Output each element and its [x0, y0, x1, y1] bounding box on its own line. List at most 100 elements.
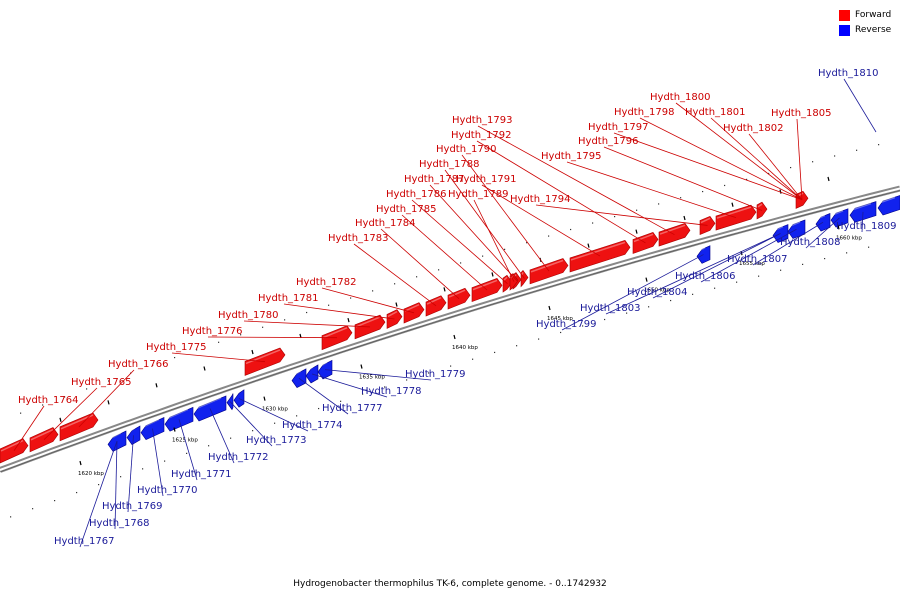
gene-label: Hydth_1799 — [536, 319, 597, 330]
label-reverse[interactable]: Hydth_1799 — [536, 254, 704, 331]
gene-forward[interactable] — [569, 240, 631, 273]
label-forward[interactable]: Hydth_1783 — [328, 233, 437, 307]
gene-label: Hydth_1764 — [18, 395, 79, 406]
guide-dot — [856, 149, 858, 151]
gene-forward[interactable] — [471, 278, 503, 303]
label-reverse[interactable]: Hydth_1777 — [298, 377, 383, 415]
gene-forward[interactable] — [403, 302, 425, 324]
label-forward[interactable]: Hydth_1800 — [650, 92, 803, 201]
gene-forward[interactable] — [756, 201, 768, 220]
label-reverse[interactable]: Hydth_1767 — [54, 441, 118, 548]
label-reverse[interactable]: Hydth_1774 — [238, 398, 343, 432]
gene-highlight — [831, 210, 844, 216]
label-forward[interactable]: Hydth_1793 — [452, 115, 675, 236]
gene-forward[interactable] — [529, 258, 569, 285]
gene-forward[interactable] — [425, 295, 447, 317]
legend-forward-swatch — [839, 10, 850, 21]
label-reverse[interactable]: Hydth_1779 — [324, 369, 466, 381]
gene-body — [425, 295, 447, 317]
label-reverse[interactable]: Hydth_1804 — [627, 233, 781, 299]
minor-tick — [203, 366, 206, 371]
gene-forward[interactable] — [386, 309, 403, 329]
label-forward[interactable]: Hydth_1785 — [376, 204, 488, 291]
guide-dot — [824, 257, 826, 260]
gene-body — [386, 309, 403, 329]
label-forward[interactable]: Hydth_1786 — [386, 189, 508, 285]
label-forward[interactable]: Hydth_1805 — [771, 108, 832, 200]
guide-dot — [340, 400, 342, 402]
gene-body — [877, 195, 900, 216]
label-forward[interactable]: Hydth_1795 — [541, 151, 737, 218]
guide-dot — [296, 415, 298, 417]
label-forward[interactable]: Hydth_1775 — [146, 342, 266, 363]
label-reverse[interactable]: Hydth_1773 — [229, 401, 307, 447]
minor-tick — [347, 317, 350, 323]
label-forward[interactable]: Hydth_1784 — [355, 218, 460, 299]
label-forward[interactable]: Hydth_1791 — [456, 174, 601, 257]
label-reverse[interactable]: Hydth_1768 — [89, 441, 150, 530]
label-forward[interactable]: Hydth_1801 — [685, 107, 803, 201]
leader-line — [675, 102, 803, 201]
label-reverse[interactable]: Hydth_1806 — [675, 228, 797, 283]
gene-forward[interactable] — [658, 222, 691, 247]
label-forward[interactable]: Hydth_1766 — [78, 359, 169, 428]
gene-highlight — [716, 206, 752, 219]
label-forward[interactable]: Hydth_1796 — [578, 136, 763, 211]
label-reverse[interactable]: Hydth_1803 — [580, 233, 781, 315]
label-reverse[interactable]: Hydth_1770 — [137, 428, 198, 497]
gene-label: Hydth_1770 — [137, 485, 198, 496]
gene-forward[interactable] — [520, 270, 529, 288]
gene-reverse[interactable] — [877, 195, 900, 216]
label-forward[interactable]: Hydth_1780 — [218, 310, 371, 328]
label-forward[interactable]: Hydth_1788 — [419, 159, 525, 279]
leader-line — [127, 435, 134, 513]
minor-tick — [491, 272, 494, 277]
label-forward[interactable]: Hydth_1764 — [13, 395, 79, 451]
gene-forward[interactable] — [244, 347, 286, 376]
label-reverse[interactable]: Hydth_1772 — [208, 408, 269, 464]
label-reverse[interactable]: Hydth_1809 — [836, 211, 897, 233]
gene-forward[interactable] — [699, 215, 716, 235]
gene-label: Hydth_1808 — [780, 237, 841, 248]
guide-dot — [42, 404, 44, 406]
label-reverse[interactable]: Hydth_1778 — [311, 373, 422, 398]
label-forward[interactable]: Hydth_1794 — [510, 194, 708, 226]
leader-line — [444, 169, 525, 279]
gene-label: Hydth_1804 — [627, 287, 688, 298]
gene-body — [244, 347, 286, 376]
label-forward[interactable]: Hydth_1790 — [436, 144, 550, 272]
label-forward[interactable]: Hydth_1792 — [451, 130, 646, 244]
label-forward[interactable]: Hydth_1789 — [448, 189, 515, 282]
label-forward[interactable]: Hydth_1776 — [182, 326, 338, 339]
gene-forward[interactable] — [29, 427, 59, 453]
backbone-outer — [0, 185, 900, 473]
label-reverse[interactable]: Hydth_1810 — [818, 68, 879, 133]
gene-forward[interactable] — [321, 325, 353, 351]
leader-line — [652, 233, 781, 299]
label-reverse[interactable]: Hydth_1771 — [171, 419, 232, 481]
legend-reverse-swatch — [839, 25, 850, 36]
label-forward[interactable]: Hydth_1782 — [296, 277, 415, 314]
gene-highlight — [165, 408, 189, 420]
gene-label: Hydth_1789 — [448, 189, 509, 200]
label-forward[interactable]: Hydth_1797 — [588, 122, 803, 201]
guide-dot — [10, 516, 12, 518]
gene-label: Hydth_1769 — [102, 501, 163, 512]
guide-dot — [834, 155, 836, 157]
gene-label: Hydth_1805 — [771, 108, 832, 119]
gene-forward[interactable] — [632, 231, 659, 254]
tick-mark — [360, 364, 363, 369]
label-reverse[interactable]: Hydth_1807 — [727, 221, 824, 266]
label-reverse[interactable]: Hydth_1808 — [780, 217, 841, 249]
label-forward[interactable]: Hydth_1798 — [614, 107, 803, 201]
label-reverse[interactable]: Hydth_1769 — [102, 435, 163, 513]
guide-dot — [570, 228, 572, 231]
label-forward[interactable]: Hydth_1781 — [258, 293, 395, 320]
label-forward[interactable]: Hydth_1765 — [43, 377, 132, 440]
gene-forward[interactable] — [59, 412, 99, 442]
gene-label: Hydth_1803 — [580, 303, 641, 314]
gene-body — [403, 302, 425, 324]
label-forward[interactable]: Hydth_1787 — [404, 174, 518, 282]
gene-forward[interactable] — [715, 204, 757, 231]
label-forward[interactable]: Hydth_1802 — [723, 123, 803, 201]
